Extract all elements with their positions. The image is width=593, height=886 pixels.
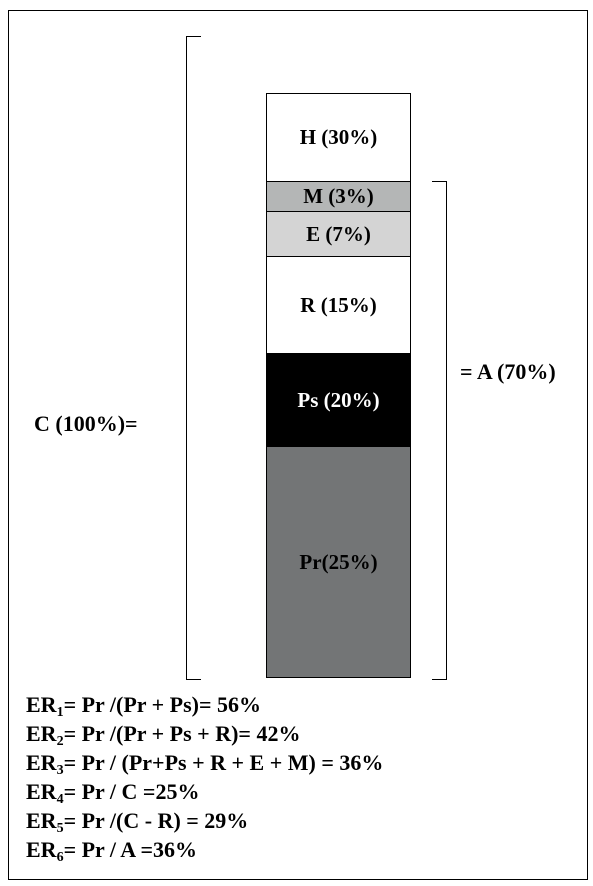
- segment-h: H (30%): [266, 93, 411, 182]
- segment-e: E (7%): [266, 211, 411, 257]
- allocated-bracket: [432, 181, 447, 680]
- segment-ps: Ps (20%): [266, 353, 411, 447]
- figure-frame: [8, 10, 588, 880]
- c-total-label: C (100%)=: [34, 411, 138, 436]
- segment-ps-label: Ps (20%): [297, 387, 380, 412]
- segment-m-label: M (3%): [303, 184, 374, 208]
- formula-er5: ER5= Pr /(C - R) = 29%: [26, 808, 249, 836]
- a-total-label: = A (70%): [460, 359, 556, 384]
- segment-r: R (15%): [266, 256, 411, 354]
- total-bracket: [186, 36, 201, 680]
- formula-er2: ER2= Pr /(Pr + Ps + R)= 42%: [26, 721, 301, 749]
- segment-r-label: R (15%): [300, 292, 377, 317]
- efficiency-ratio-list: ER1= Pr /(Pr + Ps)= 56% ER2= Pr /(Pr + P…: [26, 690, 384, 865]
- formula-er6: ER6= Pr / A =36%: [26, 837, 198, 865]
- formula-er1: ER1= Pr /(Pr + Ps)= 56%: [26, 692, 262, 720]
- segment-e-label: E (7%): [306, 221, 371, 246]
- formula-er4: ER4= Pr / C =25%: [26, 779, 200, 807]
- formula-er3: ER3= Pr / (Pr+Ps + R + E + M) = 36%: [26, 750, 384, 778]
- segment-h-label: H (30%): [299, 125, 378, 149]
- segment-pr-label: Pr(25%): [299, 549, 378, 574]
- segment-pr: Pr(25%): [266, 446, 411, 678]
- segment-m: M (3%): [266, 181, 411, 212]
